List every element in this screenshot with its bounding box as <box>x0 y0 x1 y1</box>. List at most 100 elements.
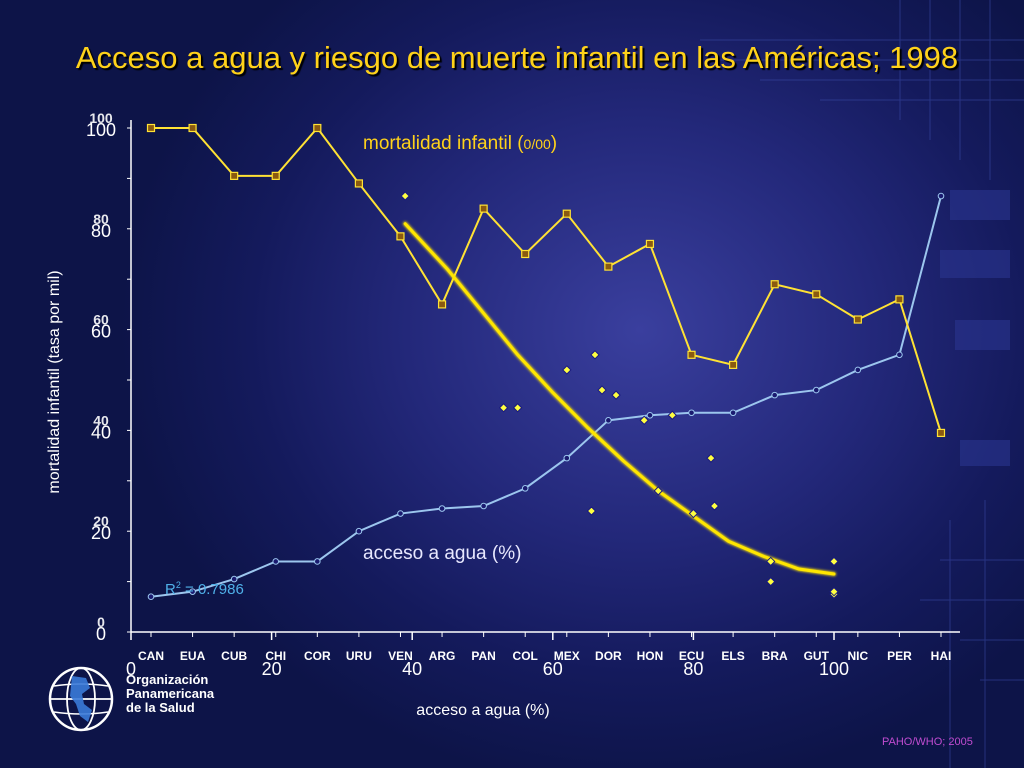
series-point-mortalidad <box>604 262 613 271</box>
r-squared-label: R2 = 0.7986 <box>165 580 244 598</box>
scatter-point <box>512 403 523 413</box>
series-point-mortalidad <box>437 300 447 309</box>
series-point-acceso-agua <box>147 593 155 601</box>
organization-logo-text: Organización Panamericana de la Salud <box>126 673 214 715</box>
series-point-mortalidad <box>936 428 946 438</box>
x-tick-label: 60 <box>543 659 563 679</box>
x-axis-title: acceso a agua (%) <box>416 702 549 719</box>
series-point-mortalidad <box>354 179 363 188</box>
y-tick-label-shadow: 0 <box>97 614 105 630</box>
category-label: PER <box>887 649 912 663</box>
category-label: MEX <box>554 649 580 663</box>
scatter-point <box>597 385 607 395</box>
series-point-mortalidad <box>770 280 779 289</box>
category-label: CAN <box>138 649 164 663</box>
slide-title: Acceso a agua y riesgo de muerte infanti… <box>75 40 959 75</box>
scatter-point <box>498 403 509 413</box>
category-label: ARG <box>429 649 456 663</box>
scatter-point <box>766 576 776 587</box>
category-label: CHI <box>265 649 286 663</box>
series-point-mortalidad <box>230 171 239 180</box>
series-label-mortalidad: mortalidad infantil (0/00) <box>363 133 557 154</box>
series-point-acceso-agua <box>521 485 529 492</box>
scatter-point <box>562 365 572 375</box>
scatter-point <box>611 390 621 400</box>
series-point-acceso-agua <box>771 391 778 399</box>
series-point-mortalidad <box>479 204 488 213</box>
series-point-mortalidad <box>146 123 156 133</box>
series-point-acceso-agua <box>189 588 196 595</box>
series-point-acceso-agua <box>812 386 820 394</box>
scatter-point <box>766 556 776 567</box>
axes <box>127 120 960 640</box>
scatter-point <box>829 586 839 597</box>
scatter-point <box>667 410 678 420</box>
y-tick-label-shadow: 100 <box>89 110 113 126</box>
category-label: NIC <box>848 649 869 663</box>
category-label: PAN <box>471 649 495 663</box>
scatter-point <box>829 556 839 567</box>
series-layer <box>146 123 946 601</box>
scatter-point <box>706 453 716 463</box>
series-point-acceso-agua <box>397 510 404 517</box>
y-tick-label-shadow: 40 <box>93 412 109 428</box>
logo-line-3: de la Salud <box>126 700 195 715</box>
series-line-mortalidad <box>151 126 942 434</box>
series-point-acceso-agua <box>230 575 238 583</box>
series-point-mortalidad <box>812 290 821 299</box>
y-tick-label: 60 <box>91 322 111 342</box>
x-tick-label: 80 <box>683 659 703 679</box>
series-point-acceso-agua <box>480 502 487 510</box>
scatter-point <box>400 191 410 201</box>
series-point-mortalidad <box>562 209 571 218</box>
x-tick-label: 0 <box>126 659 136 679</box>
series-point-acceso-agua <box>272 558 280 565</box>
trend-line <box>403 222 836 576</box>
y-tick-label: 40 <box>91 422 111 442</box>
logo-line-2: Panamericana <box>126 686 215 701</box>
y-tick-label-shadow: 80 <box>93 211 109 227</box>
series-point-mortalidad <box>188 123 197 133</box>
scatter-point <box>653 486 663 496</box>
y-tick-label-shadow: 20 <box>93 513 109 529</box>
series-point-acceso-agua <box>438 505 446 512</box>
category-label: CUB <box>221 649 247 663</box>
y-tick-label: 0 <box>96 624 106 644</box>
series-point-acceso-agua <box>896 351 903 359</box>
series-point-acceso-agua <box>605 417 612 424</box>
category-label: HAI <box>931 649 952 663</box>
category-label: GUT <box>804 649 830 663</box>
series-point-mortalidad <box>645 239 655 249</box>
y-tick-label: 100 <box>86 120 116 140</box>
y-tick-label-shadow: 60 <box>93 312 109 328</box>
series-point-acceso-agua <box>646 411 654 419</box>
series-point-mortalidad <box>895 295 904 304</box>
scatter-point <box>586 506 597 516</box>
category-label: HON <box>637 649 664 663</box>
category-label: COL <box>513 649 538 663</box>
series-point-mortalidad <box>396 232 405 241</box>
series-point-mortalidad <box>853 315 862 324</box>
y-axis-title: mortalidad infantil (tasa por mil) <box>46 270 63 493</box>
category-label: ECU <box>679 649 704 663</box>
series-point-mortalidad <box>521 249 530 259</box>
x-tick-label: 20 <box>262 659 282 679</box>
series-point-acceso-agua <box>355 527 363 535</box>
category-label: EUA <box>180 649 206 663</box>
logo-line-1: Organización <box>126 672 209 687</box>
series-point-acceso-agua <box>688 409 695 417</box>
y-tick-label: 80 <box>91 221 111 241</box>
scatter-point <box>709 501 720 511</box>
series-point-acceso-agua <box>314 558 321 565</box>
series-point-mortalidad <box>313 123 322 133</box>
category-label: URU <box>346 649 372 663</box>
series-line-acceso-agua <box>150 195 942 598</box>
source-credit: PAHO/WHO; 2005 <box>882 736 973 748</box>
x-tick-label: 100 <box>819 659 849 679</box>
category-label: ELS <box>721 649 744 663</box>
y-tick-label: 20 <box>91 523 111 543</box>
scatter-point <box>590 350 600 360</box>
category-label: COR <box>304 649 331 663</box>
